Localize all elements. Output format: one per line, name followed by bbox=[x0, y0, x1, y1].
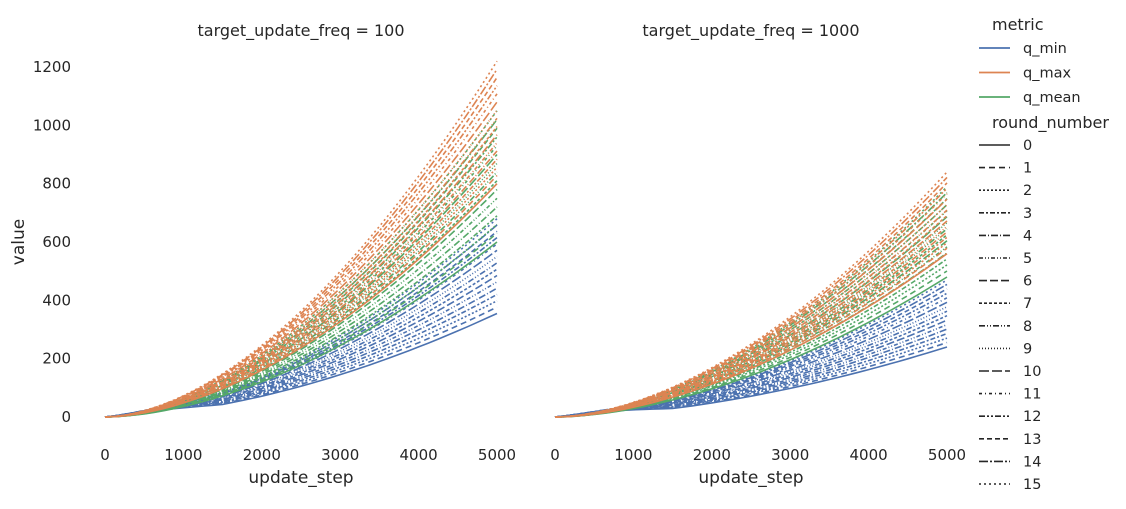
series-line-q-max-round-5 bbox=[554, 225, 948, 418]
series-line-q-max-round-13 bbox=[104, 77, 498, 418]
legend-metric-title: metric bbox=[992, 15, 1044, 34]
legend-label: 0 bbox=[1023, 138, 1032, 154]
y-tick-label: 1000 bbox=[33, 116, 71, 134]
y-tick-label: 400 bbox=[42, 291, 71, 309]
series-line-q-max-round-15 bbox=[554, 171, 948, 418]
series-line-q-min-round-9 bbox=[104, 255, 498, 418]
panel-target-update-1000: target_update_freq = 1000 0 1000 2000 3000 4… bbox=[550, 21, 966, 488]
y-tick-label: 600 bbox=[42, 233, 71, 251]
panel-lines bbox=[104, 60, 498, 418]
legend-round-title: round_number bbox=[992, 113, 1109, 133]
series-line-q-max-round-14 bbox=[554, 176, 948, 418]
panel-lines bbox=[554, 171, 948, 418]
legend-label: 5 bbox=[1023, 251, 1032, 267]
legend-label: 13 bbox=[1023, 432, 1041, 448]
series-line-q-max-round-0 bbox=[104, 183, 498, 418]
series-line-q-mean-round-3 bbox=[554, 258, 948, 418]
series-line-q-min-round-5 bbox=[554, 323, 948, 418]
legend-label: q_min bbox=[1023, 41, 1067, 57]
y-axis-ticks: 0 200 400 600 800 1000 1200 bbox=[33, 58, 71, 426]
x-tick-label: 0 bbox=[100, 446, 110, 464]
y-tick-label: 800 bbox=[42, 175, 71, 193]
legend-label: 8 bbox=[1023, 319, 1032, 335]
legend-label: 1 bbox=[1023, 161, 1032, 177]
x-axis-label: update_step bbox=[248, 468, 353, 488]
series-line-q-max-round-11 bbox=[104, 93, 498, 418]
x-tick-label: 1000 bbox=[614, 446, 652, 464]
series-line-q-mean-round-9 bbox=[104, 162, 498, 418]
series-line-q-min-round-6 bbox=[554, 319, 948, 418]
series-line-q-min-round-4 bbox=[104, 287, 498, 418]
series-line-q-mean-round-15 bbox=[104, 110, 498, 418]
series-line-q-min-round-12 bbox=[104, 236, 498, 418]
x-tick-label: 4000 bbox=[850, 446, 888, 464]
y-tick-label: 1200 bbox=[33, 58, 71, 76]
legend-label: q_max bbox=[1023, 66, 1071, 82]
x-tick-label: 4000 bbox=[400, 446, 438, 464]
legend-label: 9 bbox=[1023, 341, 1032, 357]
y-axis-label: value bbox=[9, 219, 29, 265]
panel-title: target_update_freq = 100 bbox=[198, 21, 405, 41]
series-line-q-max-round-10 bbox=[554, 198, 948, 418]
y-tick-label: 200 bbox=[42, 350, 71, 368]
series-line-q-max-round-8 bbox=[104, 117, 498, 418]
series-line-q-mean-round-8 bbox=[104, 171, 498, 418]
legend-label: 10 bbox=[1023, 364, 1041, 380]
legend-label: q_mean bbox=[1023, 90, 1081, 106]
series-line-q-max-round-8 bbox=[554, 209, 948, 418]
legend-label: 6 bbox=[1023, 274, 1032, 290]
x-tick-label: 2000 bbox=[243, 446, 281, 464]
series-line-q-min-round-3 bbox=[554, 332, 948, 418]
series-line-q-max-round-2 bbox=[104, 166, 498, 418]
x-axis-ticks: 0 1000 2000 3000 4000 5000 bbox=[100, 446, 516, 464]
legend-label: 15 bbox=[1023, 477, 1041, 493]
x-tick-label: 0 bbox=[550, 446, 560, 464]
legend-label: 4 bbox=[1023, 228, 1032, 244]
series-line-q-max-round-3 bbox=[104, 158, 498, 418]
x-tick-label: 5000 bbox=[478, 446, 516, 464]
panel-title: target_update_freq = 1000 bbox=[642, 21, 859, 41]
x-tick-label: 1000 bbox=[164, 446, 202, 464]
series-line-q-max-round-5 bbox=[104, 142, 498, 418]
series-line-q-min-round-8 bbox=[554, 310, 948, 418]
series-line-q-min-round-3 bbox=[104, 293, 498, 418]
legend-metric-entries: q_min q_max q_mean bbox=[979, 41, 1081, 106]
x-axis-ticks: 0 1000 2000 3000 4000 5000 bbox=[550, 446, 966, 464]
x-axis-label: update_step bbox=[698, 468, 803, 488]
series-line-q-max-round-13 bbox=[554, 182, 948, 418]
series-line-q-max-round-14 bbox=[104, 68, 498, 418]
legend-label: 11 bbox=[1023, 387, 1041, 403]
series-line-q-max-round-3 bbox=[554, 236, 948, 418]
y-tick-label: 0 bbox=[61, 408, 71, 426]
legend-label: 7 bbox=[1023, 296, 1032, 312]
series-line-q-mean-round-5 bbox=[104, 197, 498, 418]
x-tick-label: 3000 bbox=[321, 446, 359, 464]
x-tick-label: 3000 bbox=[771, 446, 809, 464]
legend-label: 14 bbox=[1023, 454, 1041, 470]
legend-label: 2 bbox=[1023, 183, 1032, 199]
legend-label: 12 bbox=[1023, 409, 1041, 425]
x-tick-label: 2000 bbox=[693, 446, 731, 464]
x-tick-label: 5000 bbox=[928, 446, 966, 464]
series-line-q-max-round-4 bbox=[104, 150, 498, 418]
series-line-q-min-round-11 bbox=[554, 297, 948, 418]
panel-target-update-100: target_update_freq = 100 0 200 400 600 800 10… bbox=[9, 21, 516, 488]
series-line-q-min-round-15 bbox=[104, 218, 498, 418]
legend-label: 3 bbox=[1023, 206, 1032, 222]
series-line-q-max-round-1 bbox=[104, 174, 498, 418]
